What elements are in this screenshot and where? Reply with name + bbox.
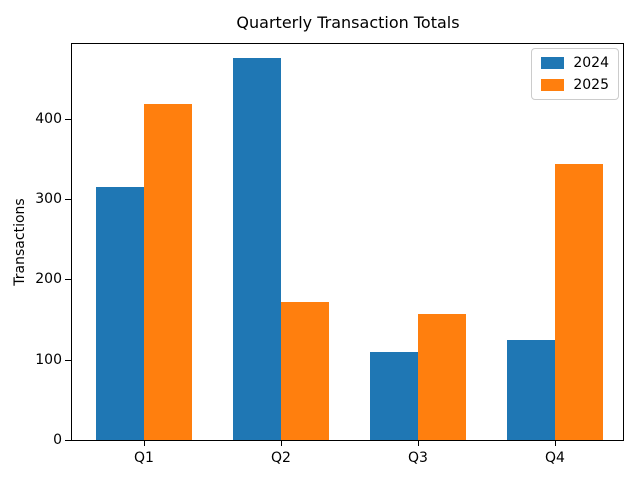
bar-q4-2025 bbox=[555, 164, 603, 440]
bar-q1-2025 bbox=[144, 104, 192, 440]
x-tick-label-q2: Q2 bbox=[271, 450, 291, 466]
y-tick-mark bbox=[65, 279, 71, 280]
y-tick-label: 300 bbox=[35, 191, 62, 207]
y-tick-mark bbox=[65, 440, 71, 441]
bar-q3-2025 bbox=[418, 314, 466, 440]
bar-q2-2024 bbox=[233, 58, 281, 440]
y-tick-label: 400 bbox=[35, 111, 62, 127]
x-tick-mark bbox=[418, 441, 419, 446]
bar-q1-2024 bbox=[96, 187, 144, 440]
y-tick-label: 200 bbox=[35, 271, 62, 287]
x-tick-label-q1: Q1 bbox=[134, 450, 154, 466]
y-tick-label: 0 bbox=[53, 432, 62, 448]
x-tick-mark bbox=[281, 441, 282, 446]
legend-item-2025: 2025 bbox=[541, 77, 609, 93]
y-tick-mark bbox=[65, 360, 71, 361]
y-tick-mark bbox=[65, 119, 71, 120]
x-tick-label-q3: Q3 bbox=[408, 450, 428, 466]
legend-item-2024: 2024 bbox=[541, 55, 609, 71]
chart-title: Quarterly Transaction Totals bbox=[236, 13, 460, 32]
legend-swatch-2024 bbox=[541, 57, 565, 69]
bar-q4-2024 bbox=[507, 340, 555, 440]
x-tick-label-q4: Q4 bbox=[545, 450, 565, 466]
plot-area: 2024 2025 bbox=[71, 43, 624, 441]
y-tick-label: 100 bbox=[35, 352, 62, 368]
x-tick-mark bbox=[144, 441, 145, 446]
x-tick-mark bbox=[555, 441, 556, 446]
legend-swatch-2025 bbox=[541, 79, 565, 91]
legend-label-2024: 2024 bbox=[573, 55, 609, 71]
bar-q2-2025 bbox=[281, 302, 329, 440]
legend: 2024 2025 bbox=[531, 48, 619, 100]
legend-label-2025: 2025 bbox=[573, 77, 609, 93]
bar-q3-2024 bbox=[370, 352, 418, 440]
y-tick-mark bbox=[65, 199, 71, 200]
